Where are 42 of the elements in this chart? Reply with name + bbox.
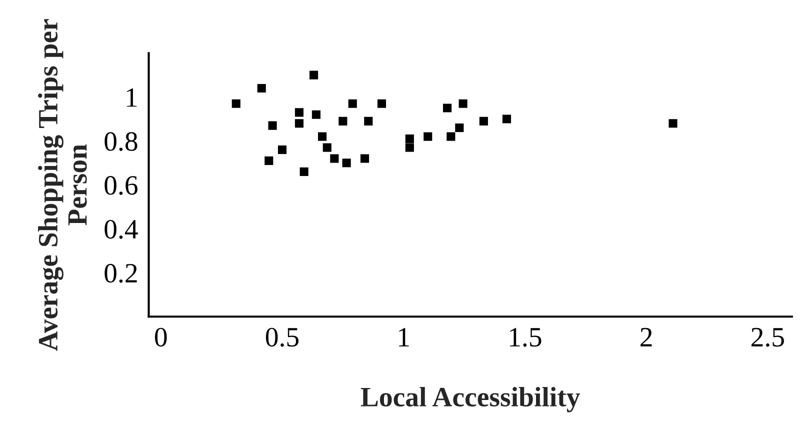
point: [479, 116, 488, 126]
x-tick-label: 2.5: [752, 328, 784, 347]
x-tick-label: 1.5: [510, 328, 542, 347]
point: [364, 116, 373, 126]
point: [446, 132, 456, 141]
point: [268, 121, 277, 130]
point: [300, 167, 308, 176]
point: [405, 134, 414, 144]
point: [264, 156, 274, 165]
point: [668, 119, 678, 128]
y-axis-title: Average Shopping Trips per Person: [38, 19, 87, 351]
point: [348, 99, 357, 108]
point: [322, 143, 332, 152]
point: [294, 108, 304, 117]
point: [443, 104, 452, 112]
point: [310, 70, 318, 80]
point: [360, 154, 370, 163]
point: [405, 143, 414, 152]
point: [502, 114, 512, 124]
y-tick-label: 0.2: [104, 264, 137, 283]
point: [424, 132, 432, 141]
point: [278, 145, 287, 154]
point: [257, 84, 266, 93]
point: [377, 99, 386, 108]
x-axis-title: Local Accessibility: [360, 386, 580, 412]
point: [294, 119, 304, 128]
point: [232, 99, 240, 108]
y-tick-label: 0.8: [104, 132, 138, 151]
y-tick-label: 1: [126, 88, 137, 107]
point: [458, 99, 468, 108]
point: [318, 132, 327, 141]
point: [312, 110, 320, 119]
y-tick-label: 0.6: [104, 176, 138, 195]
x-tick-label: 2: [640, 328, 652, 346]
point: [342, 158, 351, 168]
point: [338, 116, 348, 126]
point: [455, 124, 464, 132]
x-tick-label: 1: [399, 328, 409, 346]
point: [330, 154, 339, 163]
x-tick-label: 0.5: [266, 328, 299, 347]
y-tick-label: 0.4: [104, 220, 138, 239]
x-tick-label: 0: [154, 328, 167, 347]
